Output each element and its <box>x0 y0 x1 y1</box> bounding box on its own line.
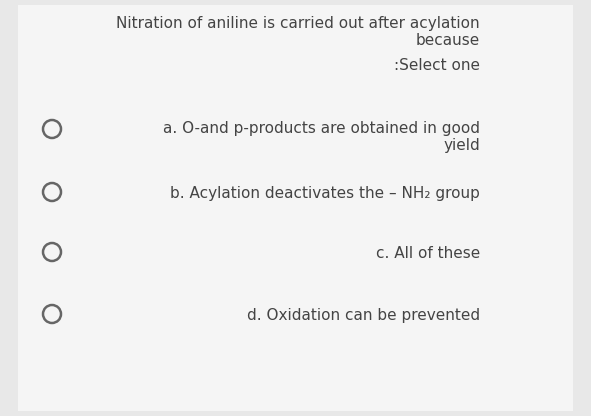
Text: because: because <box>415 33 480 48</box>
Text: Nitration of aniline is carried out after acylation: Nitration of aniline is carried out afte… <box>116 16 480 31</box>
Text: d. Oxidation can be prevented: d. Oxidation can be prevented <box>247 308 480 323</box>
Text: c. All of these: c. All of these <box>376 246 480 261</box>
Text: :Select one: :Select one <box>394 58 480 73</box>
Text: yield: yield <box>443 138 480 153</box>
Text: b. Acylation deactivates the – NH₂ group: b. Acylation deactivates the – NH₂ group <box>170 186 480 201</box>
Text: a. O-and p-products are obtained in good: a. O-and p-products are obtained in good <box>163 121 480 136</box>
